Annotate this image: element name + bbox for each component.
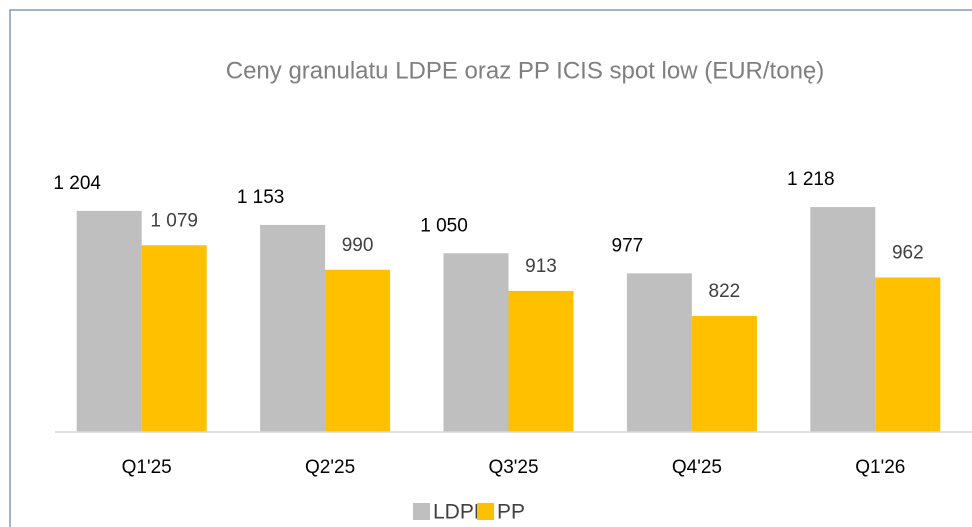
bar bbox=[76, 210, 142, 432]
legend-swatch bbox=[477, 503, 494, 520]
x-tick-label: Q2'25 bbox=[305, 457, 355, 478]
bar bbox=[810, 207, 876, 432]
x-tick-label: Q1'26 bbox=[855, 457, 905, 478]
value-label: 1 153 bbox=[237, 187, 285, 208]
bar bbox=[141, 245, 207, 432]
chart-title: Ceny granulatu LDPE oraz PP ICIS spot lo… bbox=[226, 57, 825, 84]
bar bbox=[691, 315, 757, 432]
bar bbox=[875, 277, 941, 432]
bar bbox=[325, 269, 391, 432]
value-label: 1 204 bbox=[53, 173, 101, 194]
value-label: 962 bbox=[892, 242, 924, 263]
value-label: 990 bbox=[342, 235, 374, 256]
x-tick-label: Q4'25 bbox=[672, 457, 722, 478]
bar bbox=[508, 290, 574, 432]
value-label: 1 079 bbox=[150, 210, 198, 231]
value-label: 1 218 bbox=[787, 169, 835, 190]
value-label: 913 bbox=[525, 256, 557, 277]
bar bbox=[443, 253, 509, 432]
bar bbox=[260, 224, 326, 432]
value-label: 1 050 bbox=[420, 215, 468, 236]
bar bbox=[626, 273, 692, 432]
x-tick-label: Q3'25 bbox=[488, 457, 538, 478]
x-tick-label: Q1'25 bbox=[122, 457, 172, 478]
value-label: 822 bbox=[709, 281, 741, 302]
value-label: 977 bbox=[612, 235, 644, 256]
legend-swatch bbox=[413, 503, 430, 520]
legend-label: PP bbox=[497, 501, 525, 524]
legend-label: LDPE bbox=[433, 501, 488, 524]
